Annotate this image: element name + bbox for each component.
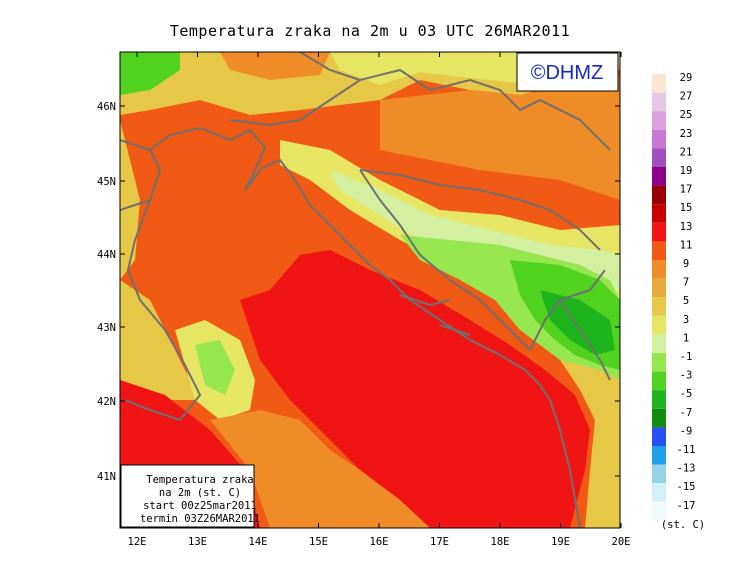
info-line: start 00z25mar2011 <box>143 500 257 512</box>
legend-label: 25 <box>680 109 693 121</box>
map-title: Temperatura zraka na 2m u 03 UTC 26MAR20… <box>169 22 571 40</box>
legend-swatch <box>652 204 666 223</box>
legend-swatch <box>652 446 666 465</box>
legend-label: 17 <box>680 184 693 196</box>
legend-label: -13 <box>677 463 696 475</box>
longitude-axis: 12E 13E 14E 15E 16E 17E 18E 19E 20E <box>128 52 631 548</box>
legend-swatch <box>652 222 666 242</box>
legend-swatch <box>652 241 666 260</box>
legend-label: 23 <box>680 128 693 140</box>
legend-label: -15 <box>677 481 696 493</box>
lat-label: 41N <box>97 471 116 483</box>
legend-label: 9 <box>683 258 689 270</box>
legend-swatch <box>652 74 666 93</box>
temperature-field <box>120 52 620 528</box>
legend-swatch <box>652 92 666 112</box>
legend-swatch <box>652 501 666 521</box>
legend-swatch <box>652 148 666 167</box>
lon-label: 17E <box>430 536 449 548</box>
legend-swatch <box>652 111 666 130</box>
legend-label: 11 <box>680 239 693 251</box>
legend-label: 7 <box>683 277 689 289</box>
legend-label: 1 <box>683 332 689 344</box>
legend-swatch <box>652 129 666 149</box>
legend-label: -5 <box>680 388 693 400</box>
lon-label: 19E <box>551 536 570 548</box>
legend-swatch <box>652 278 666 298</box>
legend-swatch <box>652 483 666 502</box>
info-line: termin 03Z26MAR2011 <box>140 513 260 525</box>
legend-label: -17 <box>677 500 696 512</box>
legend-label: 29 <box>680 72 693 84</box>
legend-label: -9 <box>680 425 693 437</box>
legend-label: 19 <box>680 165 693 177</box>
legend-label: 3 <box>683 314 689 326</box>
lon-label: 16E <box>370 536 389 548</box>
legend-label: -1 <box>680 351 693 363</box>
legend-label: 27 <box>680 91 693 103</box>
lon-label: 14E <box>249 536 268 548</box>
legend-swatch <box>652 371 666 391</box>
lon-label: 18E <box>491 536 510 548</box>
brand-box <box>516 52 619 92</box>
coastlines-and-borders <box>120 52 611 528</box>
legend-label: -7 <box>680 407 693 419</box>
legend-label: 21 <box>680 146 693 158</box>
legend-swatch <box>652 390 666 409</box>
lon-label: 15E <box>309 536 328 548</box>
legend-swatch <box>652 167 666 186</box>
lat-label: 44N <box>97 249 116 261</box>
legend-swatch <box>652 464 666 484</box>
legend-label: -3 <box>680 370 693 382</box>
lat-label: 42N <box>97 396 116 408</box>
lon-label: 20E <box>612 536 631 548</box>
map-frame <box>119 51 621 529</box>
lat-label: 46N <box>97 101 116 113</box>
legend-swatch <box>652 185 666 205</box>
legend-label: 13 <box>680 221 693 233</box>
legend-unit: (st. C) <box>661 519 705 531</box>
lat-label: 45N <box>97 176 116 188</box>
legend-label: -11 <box>677 444 696 456</box>
legend-label: 15 <box>680 202 693 214</box>
legend-swatch <box>652 353 666 372</box>
legend-swatch <box>652 334 666 353</box>
legend-swatch <box>652 408 666 428</box>
legend-swatch <box>652 297 666 316</box>
info-line: na 2m (st. C) <box>159 487 241 499</box>
info-box <box>120 464 255 528</box>
legend-label: 5 <box>683 295 689 307</box>
lon-label: 12E <box>128 536 147 548</box>
lat-label: 43N <box>97 322 116 334</box>
latitude-axis: 46N 45N 44N 43N 42N 41N <box>97 101 620 483</box>
legend-swatch <box>652 427 666 446</box>
brand-logo: ©DHMZ <box>531 62 604 84</box>
legend-swatch <box>652 315 666 335</box>
legend-swatch <box>652 260 666 279</box>
info-line: Temperatura zraka <box>146 474 253 486</box>
lon-label: 13E <box>188 536 207 548</box>
